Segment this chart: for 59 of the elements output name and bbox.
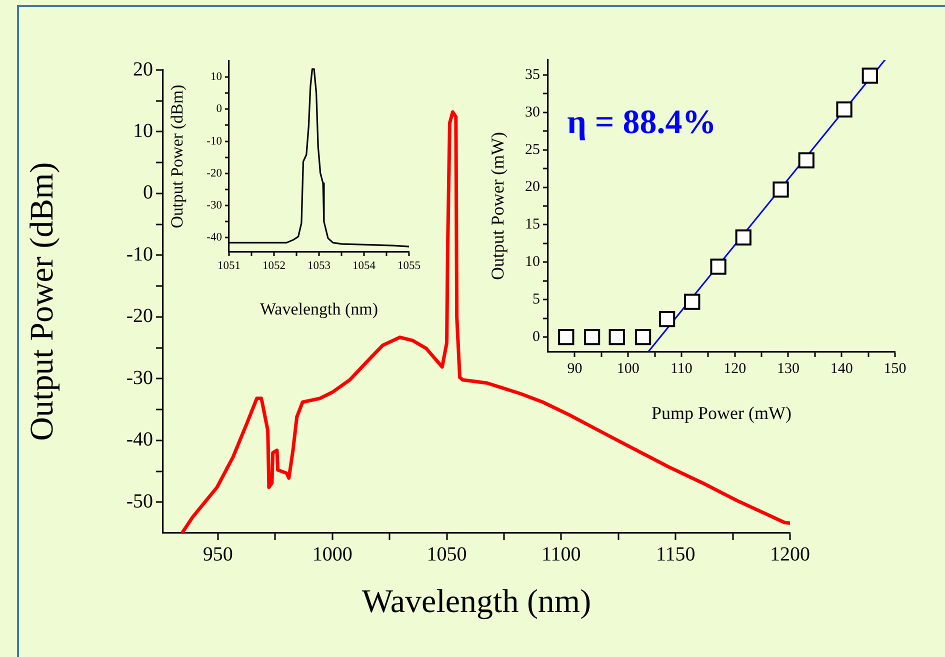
point xyxy=(584,328,600,346)
y-tick-label: 25 xyxy=(525,142,540,158)
y-tick-label: -10 xyxy=(206,135,222,148)
x-tick-label: 1100 xyxy=(542,543,581,566)
y-tick-label: -30 xyxy=(206,199,222,212)
y-tick-label: 20 xyxy=(525,179,540,196)
x-tick-label: 110 xyxy=(670,360,692,377)
point xyxy=(836,101,852,118)
point xyxy=(798,152,814,168)
y-tick-label: 0 xyxy=(532,328,540,345)
y-tick-label: 35 xyxy=(525,66,540,83)
y-tick-label: -10 xyxy=(126,243,153,266)
x-tick-label: 1200 xyxy=(770,543,810,566)
y-tick-label: -20 xyxy=(126,305,153,328)
x-tick-label: 100 xyxy=(616,360,640,377)
y-tick-label: 0 xyxy=(216,103,222,116)
x-tick-label: 1150 xyxy=(656,543,696,566)
point xyxy=(658,310,676,328)
y-axis-title: Output Power (mW) xyxy=(488,132,508,280)
x-tick-label: 1000 xyxy=(312,543,352,566)
y-tick-label: 10 xyxy=(210,71,222,84)
point xyxy=(710,258,726,275)
y-axis-title: Output Power (dBm) xyxy=(168,84,187,228)
y-tick-label: -30 xyxy=(126,366,153,389)
x-tick-label: 1055 xyxy=(398,260,421,272)
x-tick-label: 1053 xyxy=(308,260,331,272)
y-tick-label: 0 xyxy=(143,182,153,204)
point xyxy=(862,68,878,84)
y-tick-label: -20 xyxy=(206,167,222,180)
point xyxy=(558,328,574,346)
y-tick-label: -40 xyxy=(206,232,222,244)
x-tick-label: 1054 xyxy=(352,260,376,272)
y-tick-label: 5 xyxy=(532,292,540,308)
x-axis-title: Wavelength (nm) xyxy=(362,584,592,620)
x-tick-label: 1051 xyxy=(218,260,241,272)
point xyxy=(634,328,652,346)
y-tick-label: 10 xyxy=(525,254,540,270)
point xyxy=(735,229,752,246)
y-axis-title: Output Power (dBm) xyxy=(24,162,60,441)
x-tick-label: 140 xyxy=(830,360,853,377)
x-tick-label: 120 xyxy=(724,360,746,377)
y-tick-label: 15 xyxy=(525,216,540,233)
y-tick-label: 20 xyxy=(133,58,153,80)
x-tick-label: 950 xyxy=(202,543,233,566)
y-tick-label: -40 xyxy=(126,428,153,451)
x-tick-label: 1052 xyxy=(262,260,286,272)
x-tick-label: 130 xyxy=(776,360,800,377)
point xyxy=(608,328,625,346)
y-tick-label: 30 xyxy=(525,104,540,120)
x-tick-label: 150 xyxy=(884,360,906,377)
x-tick-label: 90 xyxy=(567,360,582,377)
annotation: η = 88.4% xyxy=(567,104,716,142)
x-axis-title: Wavelength (nm) xyxy=(260,299,378,318)
point xyxy=(684,294,700,310)
x-axis-title: Pump Power (mW) xyxy=(652,402,792,423)
x-tick-label: 1050 xyxy=(426,543,467,566)
point xyxy=(772,181,789,198)
y-tick-label: -50 xyxy=(126,490,153,512)
y-tick-label: 10 xyxy=(133,120,153,142)
